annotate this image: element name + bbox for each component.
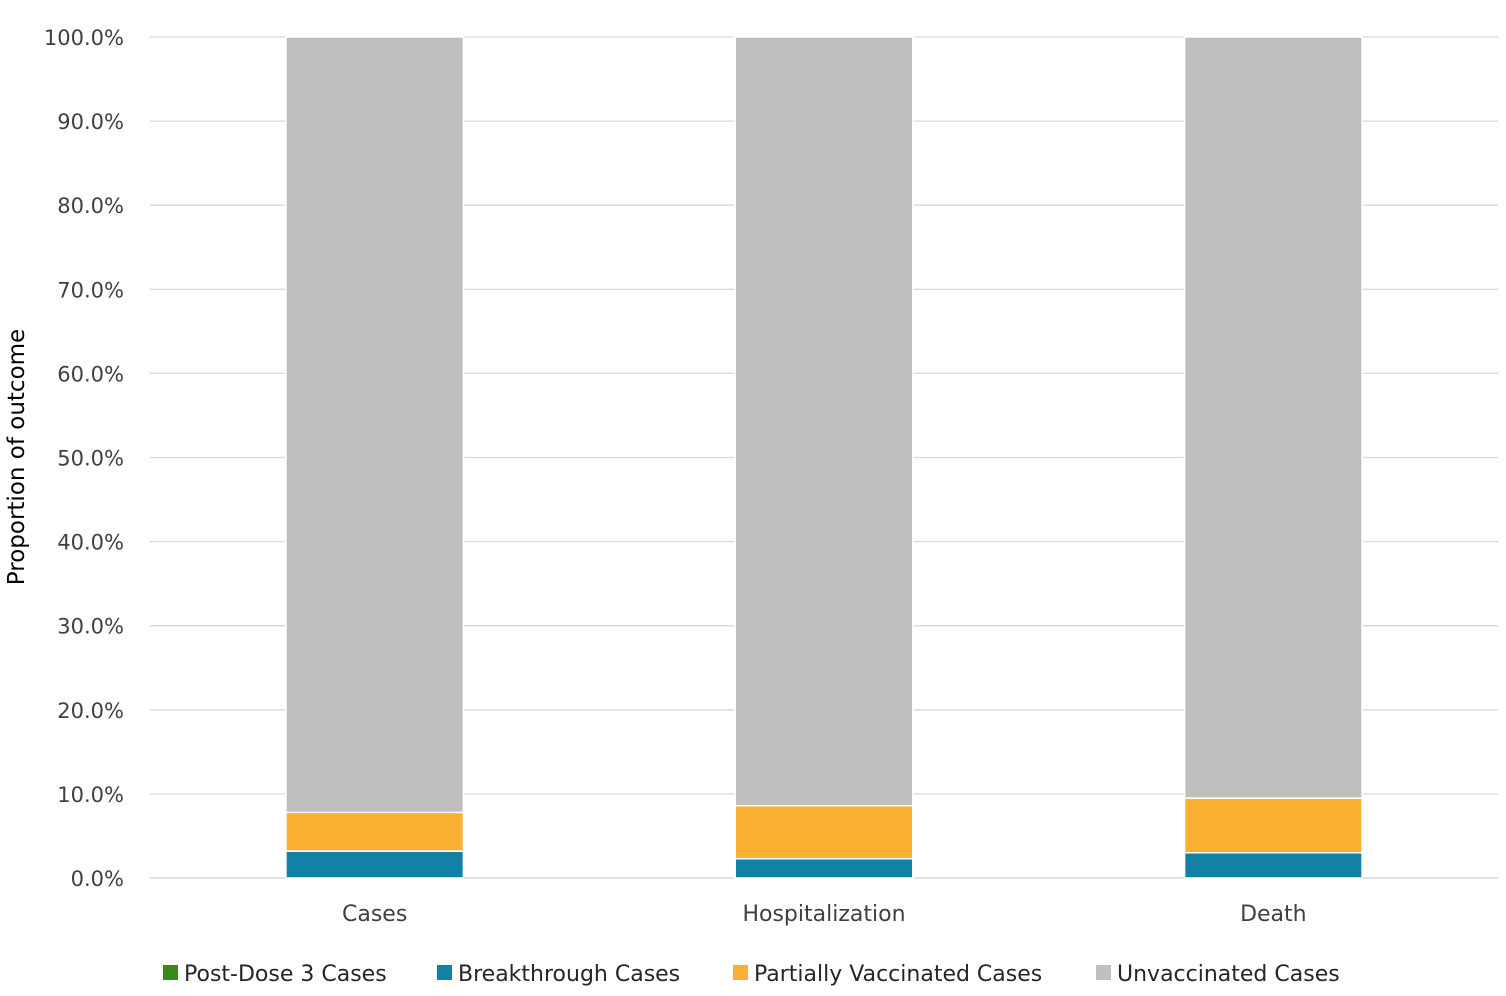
y-tick-label: 80.0%	[57, 194, 124, 218]
bar-segment	[734, 804, 914, 860]
x-axis-categories: Cases Hospitalization Death	[342, 902, 1307, 927]
legend-swatch	[163, 965, 178, 980]
y-tick-label: 20.0%	[57, 699, 124, 723]
y-tick-label: 10.0%	[57, 783, 124, 807]
y-tick-label: 100.0%	[44, 26, 124, 50]
y-tick-label: 90.0%	[57, 110, 124, 134]
legend-item: Unvaccinated Cases	[1096, 962, 1340, 987]
legend-swatch	[733, 965, 748, 980]
bar-segment	[1183, 36, 1363, 799]
legend-label: Breakthrough Cases	[458, 962, 680, 987]
legend-label: Post-Dose 3 Cases	[184, 962, 387, 987]
legend-swatch	[1096, 965, 1111, 980]
bar-segment	[1183, 797, 1363, 854]
legend-label: Unvaccinated Cases	[1117, 962, 1340, 987]
bars	[285, 36, 1363, 879]
legend-label: Partially Vaccinated Cases	[754, 962, 1042, 987]
bar-segment	[285, 811, 465, 852]
y-tick-label: 40.0%	[57, 531, 124, 555]
x-category-label: Cases	[342, 902, 407, 927]
y-tick-label: 0.0%	[71, 867, 124, 891]
legend-item: Partially Vaccinated Cases	[733, 962, 1042, 987]
bar-segment	[285, 850, 465, 879]
bar-segment	[1183, 852, 1363, 879]
y-tick-label: 50.0%	[57, 447, 124, 471]
bar-segment	[285, 36, 465, 814]
bar-segment	[734, 36, 914, 807]
y-axis-title: Proportion of outcome	[4, 329, 30, 585]
x-category-label: Death	[1240, 902, 1307, 927]
legend: Post-Dose 3 Cases Breakthrough Cases Parti…	[163, 962, 1340, 987]
bar-segment	[734, 857, 914, 879]
y-axis-ticks: 0.0% 10.0% 20.0% 30.0% 40.0% 50.0% 60.0% 70.0% 8…	[44, 26, 124, 891]
y-tick-label: 70.0%	[57, 278, 124, 302]
y-tick-label: 30.0%	[57, 615, 124, 639]
legend-item: Post-Dose 3 Cases	[163, 962, 387, 987]
legend-item: Breakthrough Cases	[437, 962, 680, 987]
legend-swatch	[437, 965, 452, 980]
x-category-label: Hospitalization	[742, 902, 905, 927]
y-tick-label: 60.0%	[57, 362, 124, 386]
